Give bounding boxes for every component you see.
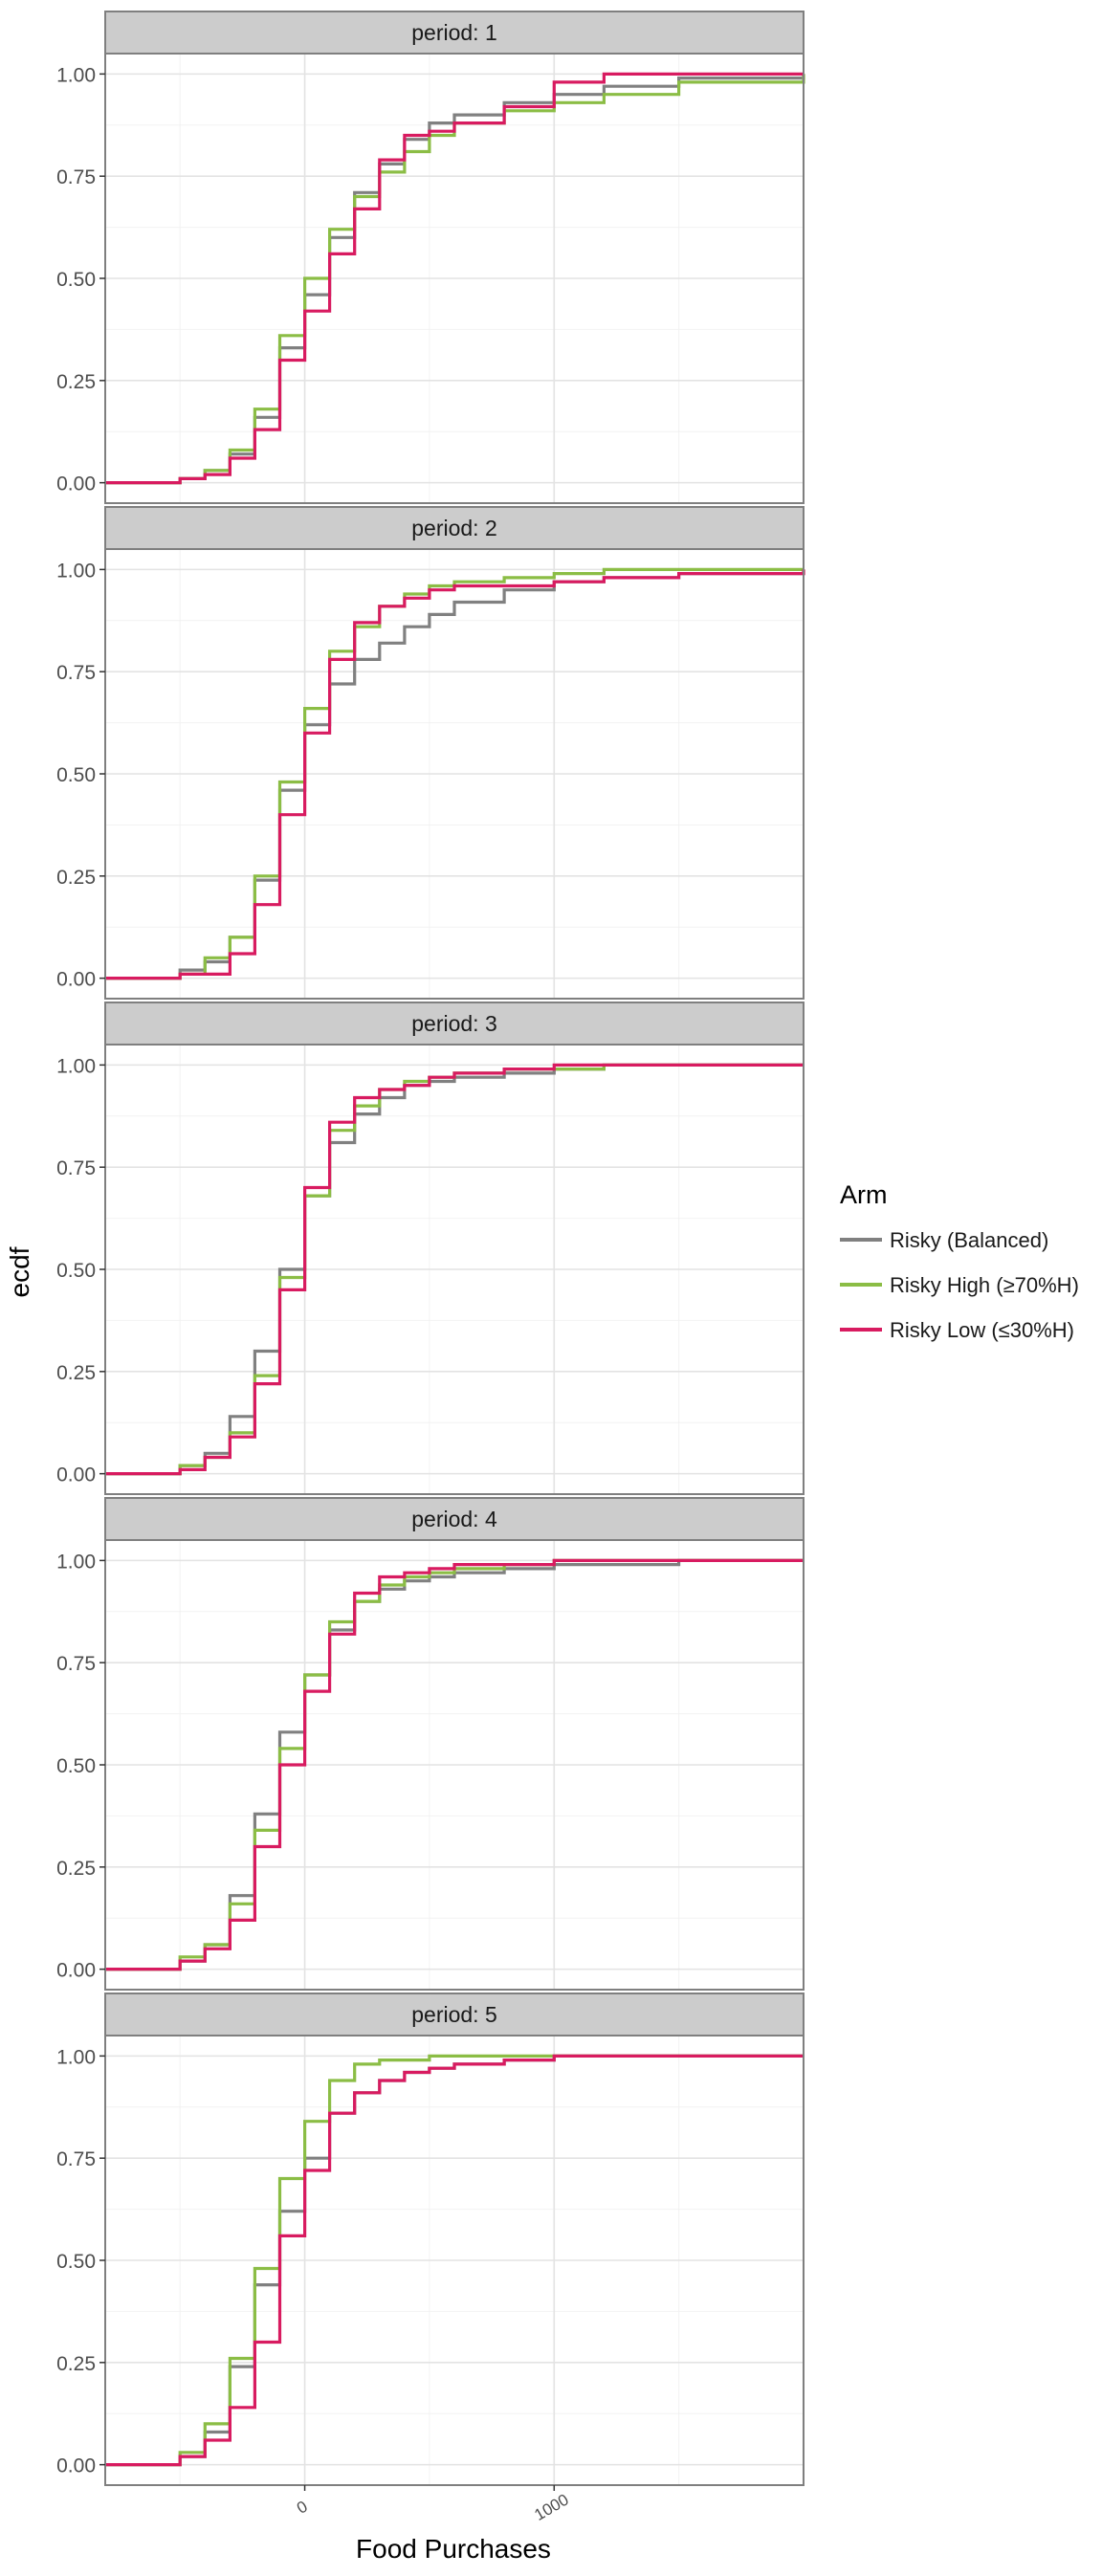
facet-strip-label: period: 2 — [411, 516, 497, 540]
facet-strip — [104, 11, 804, 55]
y-tick-label: 1.00 — [56, 1551, 96, 1573]
y-tick-label: 0.00 — [56, 2455, 96, 2477]
y-tick-label: 0.50 — [56, 269, 96, 291]
facet-strip-label: period: 3 — [411, 1011, 497, 1036]
facet-panel: period: 1 0.00 0.25 0.50 0.75 1.00 — [56, 11, 805, 504]
y-tick-label: 0.75 — [56, 1653, 96, 1675]
legend: Arm Risky (Balanced)Risky High (≥70%H)Ri… — [840, 1180, 1079, 1342]
y-tick-label: 1.00 — [56, 64, 96, 86]
legend-title: Arm — [840, 1180, 888, 1209]
y-tick-label: 0.50 — [56, 1260, 96, 1282]
y-tick-label: 0.25 — [56, 2353, 96, 2375]
y-axis-title: ecdf — [5, 1246, 34, 1297]
legend-entry: Risky High (≥70%H) — [840, 1273, 1079, 1297]
y-tick-label: 0.75 — [56, 1157, 96, 1179]
ecdf-series-line — [105, 2054, 804, 2467]
legend-entry: Risky (Balanced) — [840, 1228, 1048, 1252]
ecdf-series-line — [105, 1063, 804, 1476]
y-tick-label: 0.25 — [56, 1362, 96, 1384]
facet-strip — [104, 1002, 804, 1046]
ecdf-series-line — [105, 1558, 804, 1971]
facet-strip-label: period: 5 — [411, 2002, 497, 2027]
y-tick-label: 0.50 — [56, 764, 96, 786]
facet-strip-label: period: 1 — [411, 20, 497, 45]
y-tick-label: 0.00 — [56, 969, 96, 991]
ecdf-series-line — [105, 569, 805, 980]
legend-entry: Risky Low (≤30%H) — [840, 1318, 1074, 1342]
y-tick-label: 0.75 — [56, 166, 96, 188]
y-tick-label: 1.00 — [56, 2046, 96, 2068]
y-tick-label: 0.50 — [56, 2251, 96, 2273]
y-tick-label: 0.00 — [56, 1960, 96, 1982]
facet-strip-label: period: 4 — [411, 1507, 497, 1531]
y-tick-label: 0.00 — [56, 1464, 96, 1486]
y-tick-label: 0.25 — [56, 867, 96, 889]
y-tick-label: 0.50 — [56, 1755, 96, 1777]
facet-strip — [104, 1993, 804, 2037]
x-axis-title: Food Purchases — [356, 2534, 551, 2564]
ecdf-series-line — [105, 2054, 804, 2467]
facet-panel: period: 2 0.00 0.25 0.50 0.75 1.00 — [56, 506, 805, 1000]
y-tick-label: 0.25 — [56, 1858, 96, 1880]
facet-panel: period: 50.000.250.500.751.000 1000 — [56, 1993, 804, 2524]
y-tick-label: 0.25 — [56, 371, 96, 393]
facets-layer: period: 1 0.00 0.25 0.50 0.75 1.00 period: 2 0.… — [56, 11, 805, 2524]
y-tick-label: 0.00 — [56, 473, 96, 495]
facet-strip — [104, 1497, 804, 1541]
y-tick-label: 1.00 — [56, 1055, 96, 1077]
y-tick-label: 1.00 — [56, 560, 96, 582]
facet-panel: period: 3 0.00 0.25 0.50 0.75 1.00 — [56, 1002, 804, 1495]
y-tick-label: 0.75 — [56, 662, 96, 684]
legend-label: Risky High (≥70%H) — [890, 1273, 1079, 1297]
legend-label: Risky (Balanced) — [890, 1228, 1048, 1252]
y-tick-label: 0.75 — [56, 2148, 96, 2170]
legend-label: Risky Low (≤30%H) — [890, 1318, 1074, 1342]
ecdf-series-line — [105, 72, 804, 485]
legend-entries: Risky (Balanced) Risky High (≥70%H) Risky … — [840, 1228, 1079, 1342]
facet-panel: period: 4 0.00 0.25 0.50 0.75 1.00 — [56, 1497, 804, 1991]
